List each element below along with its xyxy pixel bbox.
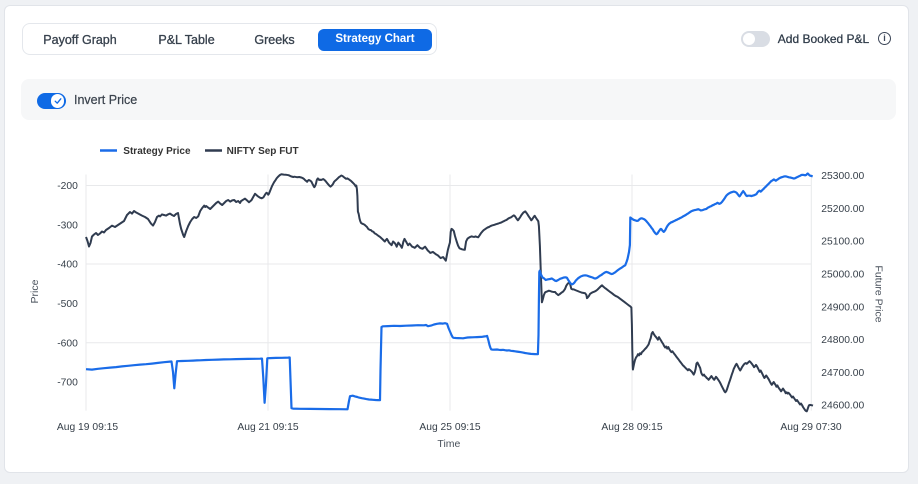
svg-text:25300.00: 25300.00 (821, 171, 864, 182)
svg-text:25000.00: 25000.00 (821, 270, 864, 281)
svg-text:24800.00: 24800.00 (821, 335, 864, 346)
svg-text:-200: -200 (57, 181, 78, 192)
svg-text:24900.00: 24900.00 (821, 302, 864, 313)
svg-text:Strategy Price: Strategy Price (123, 146, 191, 157)
svg-text:-500: -500 (57, 299, 78, 310)
svg-text:Aug 29 07:30: Aug 29 07:30 (780, 422, 842, 433)
svg-text:Aug 28 09:15: Aug 28 09:15 (601, 422, 663, 433)
svg-text:Future Price: Future Price (873, 265, 885, 322)
svg-text:Time: Time (437, 438, 460, 450)
svg-text:-400: -400 (57, 260, 78, 271)
svg-text:Price: Price (29, 279, 41, 303)
svg-text:Aug 21 09:15: Aug 21 09:15 (237, 422, 299, 433)
svg-text:24600.00: 24600.00 (821, 401, 864, 412)
svg-text:24700.00: 24700.00 (821, 368, 864, 379)
svg-text:-700: -700 (57, 378, 78, 389)
svg-text:-600: -600 (57, 338, 78, 349)
svg-text:NIFTY Sep FUT: NIFTY Sep FUT (227, 146, 299, 157)
svg-text:25100.00: 25100.00 (821, 237, 864, 248)
svg-text:Aug 19 09:15: Aug 19 09:15 (57, 422, 119, 433)
svg-text:Aug 25 09:15: Aug 25 09:15 (419, 422, 481, 433)
svg-text:25200.00: 25200.00 (821, 204, 864, 215)
svg-text:-300: -300 (57, 220, 78, 231)
